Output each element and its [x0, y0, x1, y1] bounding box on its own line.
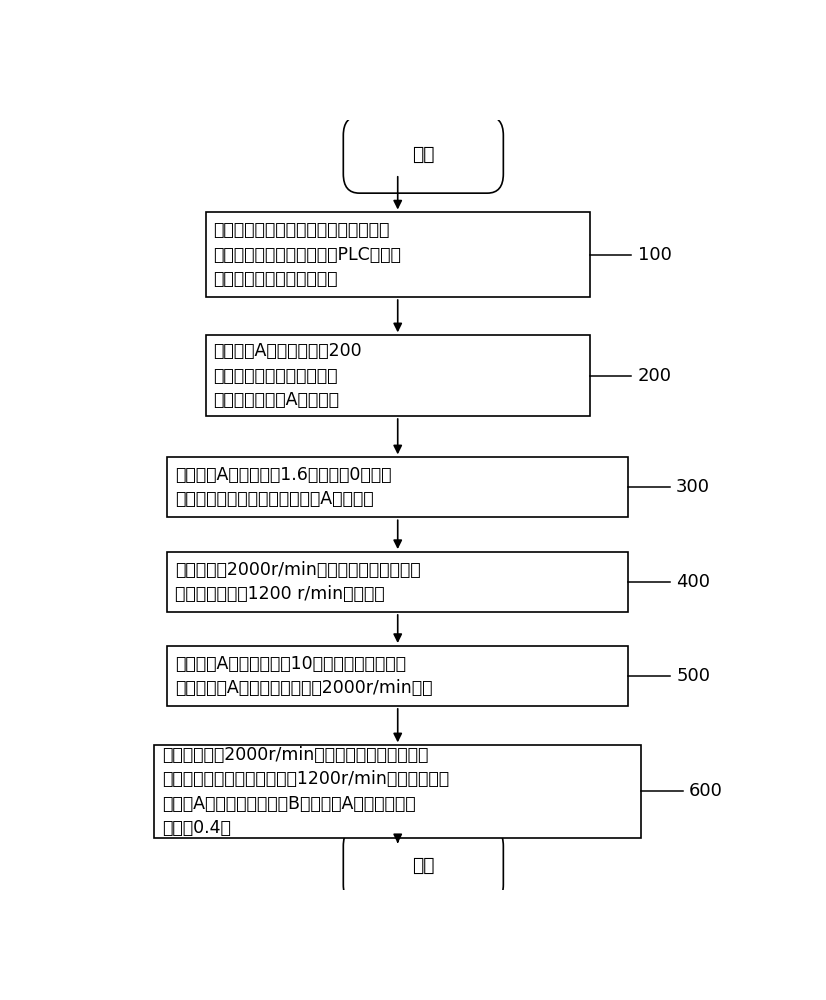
FancyBboxPatch shape: [344, 116, 503, 193]
Text: 当升降台A上的压力小于10千克値时，主控制器
控制升降台A上的伺服电机按照2000r/min转动: 当升降台A上的压力小于10千克値时，主控制器 控制升降台A上的伺服电机按照200…: [175, 655, 433, 697]
Bar: [206, 335, 590, 416]
Text: 300: 300: [676, 478, 710, 496]
Text: 当转速超过2000r/min时，主控制器控制伺服
电机的转速降为1200 r/min速度运行: 当转速超过2000r/min时，主控制器控制伺服 电机的转速降为1200 r/m…: [175, 561, 420, 603]
Text: 200: 200: [638, 367, 672, 385]
Text: 开始: 开始: [412, 145, 434, 164]
Text: 当升降台A上的压力超过200
千克时，主控制器通过伺服
电机控制升降台A停止运动: 当升降台A上的压力超过200 千克时，主控制器通过伺服 电机控制升降台A停止运动: [213, 342, 362, 409]
Bar: [168, 552, 629, 612]
Text: 当升降台A的高度高于1.6米或低于0米，主
控制器通过伺服电机控制升降台A停止运动: 当升降台A的高度高于1.6米或低于0米，主 控制器通过伺服电机控制升降台A停止运…: [175, 466, 392, 508]
Text: 400: 400: [676, 573, 710, 591]
Text: 100: 100: [638, 246, 672, 264]
FancyBboxPatch shape: [344, 827, 503, 904]
Text: 600: 600: [689, 782, 723, 800]
Bar: [168, 646, 629, 706]
Bar: [168, 457, 629, 517]
Bar: [154, 745, 641, 838]
Text: 伺服电机按照2000r/min转动过程中，升降台上有
物体或演员时，伺服电机按照1200r/min的速度转动，
升降台A相邻的各个升降台B与升降台A之间的高度差: 伺服电机按照2000r/min转动过程中，升降台上有 物体或演员时，伺服电机按照…: [162, 746, 449, 837]
Text: 在标准压力范围、标准升降范围和标准
转速范围内，主控制器通过PLC控制器
及伺服电机控制升降台升降: 在标准压力范围、标准升降范围和标准 转速范围内，主控制器通过PLC控制器 及伺服…: [213, 221, 401, 288]
Text: 结束: 结束: [412, 856, 434, 875]
Bar: [206, 212, 590, 297]
Text: 500: 500: [676, 667, 710, 685]
